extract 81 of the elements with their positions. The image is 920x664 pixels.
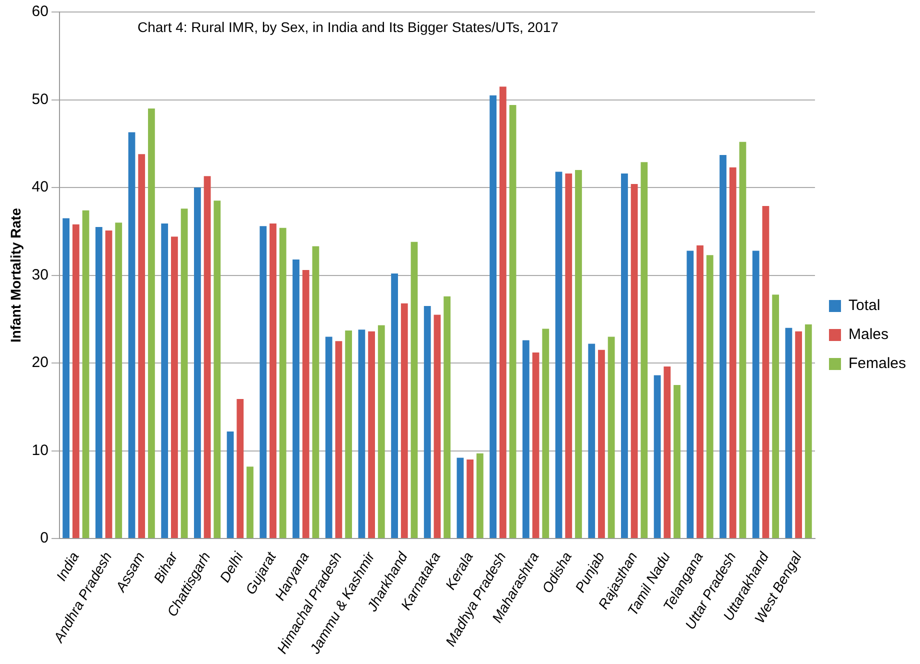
bar — [138, 154, 146, 538]
bar — [214, 200, 221, 538]
y-tick-label: 40 — [32, 178, 48, 196]
bar — [456, 458, 464, 538]
bar — [490, 95, 497, 538]
bar — [292, 259, 300, 538]
bar — [762, 206, 770, 538]
bar — [270, 223, 276, 538]
bar — [565, 173, 572, 538]
bar — [555, 172, 562, 538]
bar — [180, 208, 188, 538]
bar — [194, 188, 201, 538]
bar — [739, 142, 746, 538]
bar — [260, 226, 267, 538]
bar — [532, 352, 540, 538]
bar — [640, 162, 648, 538]
bar — [598, 350, 605, 538]
text: Chart 4: Rural IMR, by Sex, in India and Its Bigger States/UTs, 2017 — [137, 18, 559, 35]
bar — [148, 108, 155, 538]
bar — [434, 314, 441, 538]
bar — [82, 210, 90, 538]
bar — [312, 246, 320, 538]
bar — [378, 325, 385, 538]
bar — [522, 340, 530, 538]
bar — [410, 242, 418, 538]
bar — [115, 222, 122, 538]
bar — [608, 336, 615, 538]
bar — [171, 236, 178, 538]
bar — [499, 86, 506, 538]
bar — [785, 328, 792, 538]
y-tick-label: 30 — [32, 266, 48, 284]
bar — [128, 132, 136, 538]
bar — [161, 223, 168, 538]
bar — [696, 245, 704, 538]
bar — [630, 184, 638, 538]
bar — [654, 375, 661, 538]
legend-label: Males — [848, 326, 888, 344]
bar — [246, 466, 254, 538]
bar — [424, 306, 431, 538]
bar — [621, 173, 628, 538]
bar — [588, 344, 596, 538]
bar — [752, 250, 760, 538]
bar — [509, 105, 516, 538]
bar — [72, 224, 80, 538]
bar — [105, 230, 112, 538]
bar — [575, 170, 582, 538]
bar — [664, 366, 671, 538]
legend-label: Total — [848, 297, 880, 314]
bar — [226, 431, 234, 538]
y-tick-label: 10 — [32, 442, 48, 459]
bar — [466, 460, 474, 538]
bar — [444, 296, 451, 538]
bar — [335, 341, 342, 538]
bar — [476, 453, 484, 538]
y-tick-label: 50 — [32, 90, 48, 108]
y-tick-label: 60 — [32, 3, 48, 20]
legend-label: Females — [848, 355, 906, 372]
bar — [804, 324, 812, 538]
bar — [302, 270, 310, 538]
bar — [368, 331, 375, 538]
bar — [542, 328, 550, 538]
bar — [400, 303, 408, 538]
bar — [706, 255, 714, 538]
bar — [772, 294, 780, 538]
bar — [358, 330, 366, 538]
bar — [236, 399, 244, 538]
bar — [720, 155, 726, 538]
bar — [795, 331, 802, 538]
bar — [204, 176, 211, 538]
y-tick-label: 0 — [40, 530, 48, 547]
bar — [345, 330, 352, 538]
y-tick-label: 20 — [32, 354, 48, 372]
bar — [62, 218, 70, 538]
bar — [729, 167, 736, 538]
bar — [391, 274, 398, 538]
bar — [279, 228, 286, 538]
bar — [95, 227, 102, 538]
bar — [325, 336, 332, 538]
y-axis-title: Infant Mortality Rate — [7, 208, 24, 343]
bar — [674, 384, 680, 538]
bar — [686, 250, 694, 538]
